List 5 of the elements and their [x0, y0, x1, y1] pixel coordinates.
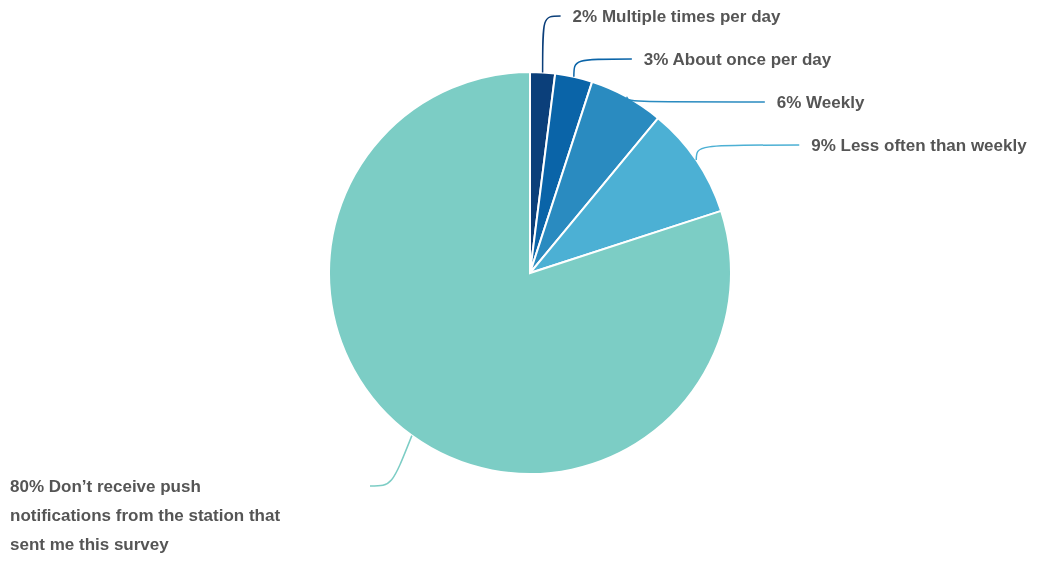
- slice-label: 6% Weekly: [776, 92, 865, 112]
- slice-label: 9% Less often than weekly: [811, 135, 1028, 155]
- slice-label: 80% Don’t receive push notifications from the station that sent me this survey: [10, 476, 281, 554]
- slice-label: 3% About once per day: [643, 49, 832, 69]
- slice-label: 2% Multiple times per day: [572, 6, 781, 26]
